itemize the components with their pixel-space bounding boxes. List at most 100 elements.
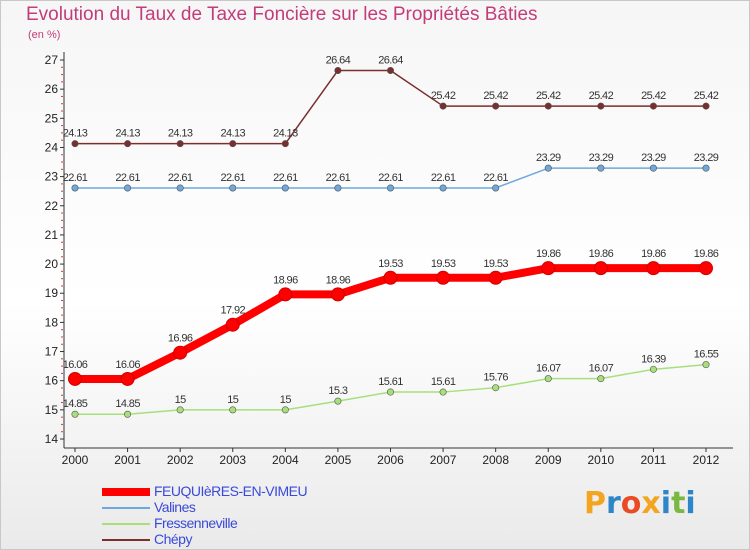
data-label-fressenneville: 15.61 bbox=[431, 376, 456, 388]
x-tick-label: 2002 bbox=[167, 453, 194, 467]
data-label-fressenneville: 15 bbox=[280, 394, 292, 406]
data-label-valines: 22.61 bbox=[378, 172, 403, 184]
data-label-valines: 22.61 bbox=[431, 172, 456, 184]
x-tick-label: 2000 bbox=[62, 453, 89, 467]
data-point-ch-py bbox=[386, 66, 394, 74]
y-tick-label: 14 bbox=[45, 432, 59, 446]
data-label-ch-py: 25.42 bbox=[536, 90, 561, 102]
y-tick-label: 22 bbox=[45, 199, 59, 213]
legend-swatch bbox=[102, 488, 150, 496]
data-point-fressenneville bbox=[544, 375, 552, 383]
data-point-valines bbox=[281, 184, 289, 192]
data-point-fressenneville bbox=[71, 410, 79, 418]
y-tick-label: 20 bbox=[45, 257, 59, 271]
logo-letter: t bbox=[671, 486, 686, 521]
data-point-fressenneville bbox=[124, 410, 132, 418]
data-point-valines bbox=[439, 184, 447, 192]
y-tick-label: 19 bbox=[45, 286, 59, 300]
data-label-fressenneville: 14.85 bbox=[63, 398, 88, 410]
data-point-feuqui-res-en-vimeu bbox=[225, 317, 240, 332]
data-point-fressenneville bbox=[649, 365, 657, 373]
data-point-valines bbox=[649, 164, 657, 172]
data-label-valines: 22.61 bbox=[326, 172, 351, 184]
data-label-ch-py: 24.13 bbox=[273, 128, 298, 140]
data-label-ch-py: 25.42 bbox=[694, 90, 719, 102]
data-point-feuqui-res-en-vimeu bbox=[330, 287, 345, 302]
data-label-fressenneville: 15.3 bbox=[328, 385, 347, 397]
data-label-fressenneville: 15 bbox=[175, 394, 187, 406]
legend-label: Valines bbox=[154, 499, 196, 515]
data-point-fressenneville bbox=[597, 375, 605, 383]
logo-letter: i bbox=[660, 486, 672, 521]
logo-letter: o bbox=[620, 486, 642, 521]
data-point-valines bbox=[334, 184, 342, 192]
data-label-valines: 23.29 bbox=[641, 152, 666, 164]
data-point-ch-py bbox=[439, 102, 447, 110]
data-point-ch-py bbox=[544, 102, 552, 110]
data-point-fressenneville bbox=[386, 388, 394, 396]
data-point-fressenneville bbox=[334, 397, 342, 405]
data-point-feuqui-res-en-vimeu bbox=[699, 261, 713, 276]
data-label-ch-py: 25.42 bbox=[589, 90, 614, 102]
data-label-feuqui-res-en-vimeu: 18.96 bbox=[326, 274, 351, 286]
proxiti-logo: Proxiti bbox=[584, 486, 696, 521]
data-point-fressenneville bbox=[439, 388, 447, 396]
data-label-valines: 22.61 bbox=[220, 172, 245, 184]
data-point-feuqui-res-en-vimeu bbox=[593, 261, 608, 276]
y-tick-label: 21 bbox=[45, 228, 59, 242]
legend-swatch bbox=[102, 507, 150, 509]
chart-title: Evolution du Taux de Taxe Foncière sur l… bbox=[26, 4, 538, 25]
data-label-feuqui-res-en-vimeu: 16.06 bbox=[63, 359, 88, 371]
data-label-valines: 22.61 bbox=[483, 172, 508, 184]
legend-swatch bbox=[102, 523, 150, 525]
data-label-feuqui-res-en-vimeu: 16.06 bbox=[115, 359, 140, 371]
y-tick-label: 18 bbox=[45, 315, 59, 329]
data-label-fressenneville: 15.61 bbox=[378, 376, 403, 388]
data-label-fressenneville: 14.85 bbox=[115, 398, 140, 410]
data-label-valines: 23.29 bbox=[536, 152, 561, 164]
data-point-feuqui-res-en-vimeu bbox=[646, 261, 661, 276]
data-point-ch-py bbox=[124, 140, 132, 148]
x-tick-label: 2006 bbox=[377, 453, 404, 467]
data-label-feuqui-res-en-vimeu: 19.53 bbox=[378, 258, 403, 270]
data-point-ch-py bbox=[229, 140, 237, 148]
data-point-fressenneville bbox=[281, 406, 289, 414]
data-label-ch-py: 26.64 bbox=[378, 54, 403, 66]
data-point-valines bbox=[229, 184, 237, 192]
data-label-valines: 23.29 bbox=[589, 152, 614, 164]
data-label-ch-py: 24.13 bbox=[168, 128, 193, 140]
data-label-valines: 22.61 bbox=[273, 172, 298, 184]
data-label-valines: 23.29 bbox=[694, 152, 719, 164]
data-point-feuqui-res-en-vimeu bbox=[173, 345, 188, 360]
legend-item: Chépy bbox=[102, 531, 402, 548]
data-point-feuqui-res-en-vimeu bbox=[488, 270, 503, 285]
data-label-valines: 22.61 bbox=[63, 172, 88, 184]
y-tick-label: 27 bbox=[45, 53, 59, 67]
legend-item: Fressenneville bbox=[102, 515, 402, 532]
data-label-ch-py: 25.42 bbox=[431, 90, 456, 102]
data-label-ch-py: 24.13 bbox=[115, 128, 140, 140]
y-tick-label: 16 bbox=[45, 374, 59, 388]
data-point-ch-py bbox=[176, 140, 184, 148]
data-label-feuqui-res-en-vimeu: 19.86 bbox=[694, 248, 719, 260]
data-label-feuqui-res-en-vimeu: 19.86 bbox=[641, 248, 666, 260]
y-tick-label: 24 bbox=[45, 140, 59, 154]
y-tick-label: 15 bbox=[45, 403, 59, 417]
data-point-feuqui-res-en-vimeu bbox=[120, 371, 135, 386]
logo-letter: i bbox=[685, 486, 696, 521]
legend-label: FEUQUIèRES-EN-VIMEU bbox=[154, 483, 308, 499]
x-tick-label: 2004 bbox=[272, 453, 299, 467]
data-point-ch-py bbox=[71, 140, 79, 148]
data-point-ch-py bbox=[649, 102, 657, 110]
data-point-valines bbox=[71, 184, 79, 192]
data-label-fressenneville: 16.07 bbox=[536, 363, 561, 375]
data-point-fressenneville bbox=[229, 406, 237, 414]
data-point-fressenneville bbox=[702, 361, 710, 369]
data-point-feuqui-res-en-vimeu bbox=[383, 270, 398, 285]
x-tick-label: 2001 bbox=[114, 453, 141, 467]
data-label-feuqui-res-en-vimeu: 19.53 bbox=[483, 258, 508, 270]
data-label-feuqui-res-en-vimeu: 19.86 bbox=[536, 248, 561, 260]
x-tick-label: 2010 bbox=[587, 453, 614, 467]
data-point-valines bbox=[702, 164, 710, 172]
